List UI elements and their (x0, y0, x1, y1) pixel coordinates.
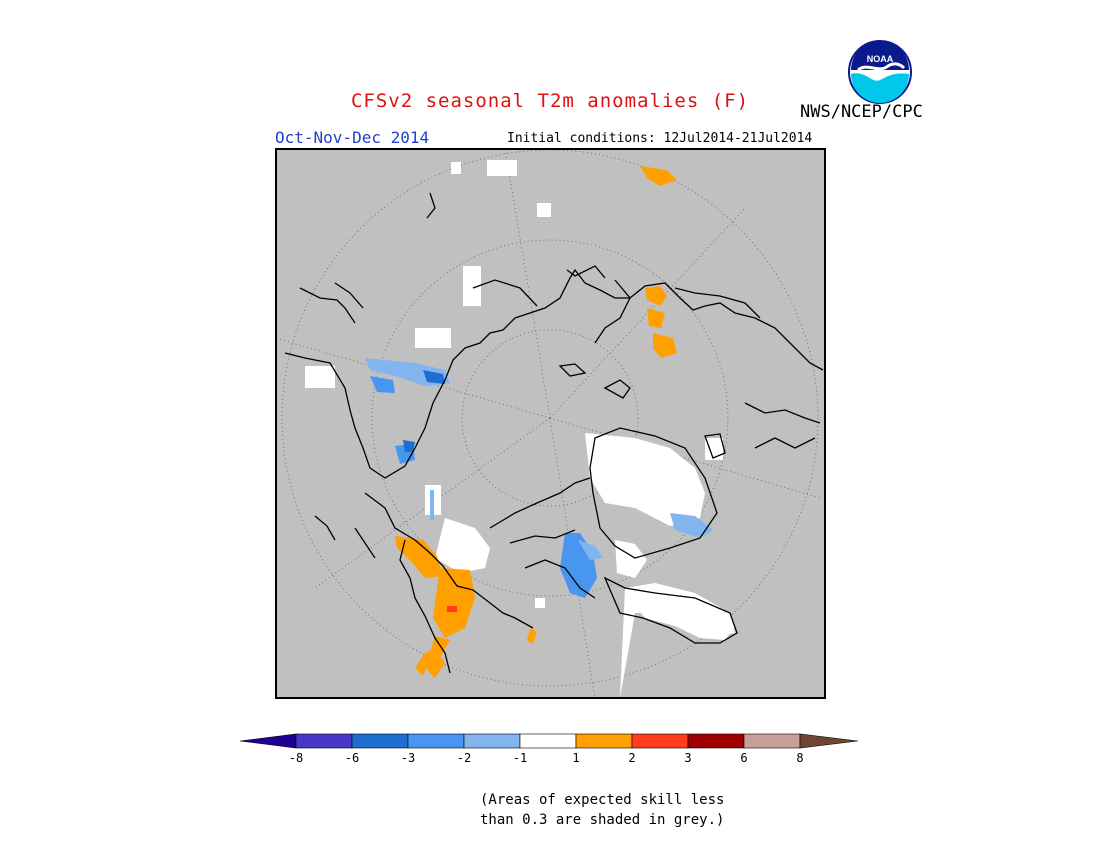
logo-text: NOAA (867, 54, 894, 64)
chart-title: CFSv2 seasonal T2m anomalies (F) (350, 90, 750, 112)
colorbar-bin-0 (239, 733, 297, 749)
warm-anomaly-areas (395, 166, 677, 678)
colorbar-bin-1 (295, 733, 353, 749)
colorbar-tick-label: 1 (572, 751, 579, 765)
noaa-logo: NOAA (848, 40, 912, 104)
footnote-line-2: than 0.3 are shaded in grey.) (480, 812, 725, 828)
colorbar-tick-label: -6 (345, 751, 359, 765)
colorbar-bin-10 (799, 733, 859, 749)
coastlines (284, 192, 824, 674)
colorbar-tick-label: -2 (457, 751, 471, 765)
colorbar-bin-2 (351, 733, 409, 749)
footnote-line-1: (Areas of expected skill less (480, 792, 725, 808)
colorbar-tick-label: 2 (628, 751, 635, 765)
colorbar-tick-label: 6 (740, 751, 747, 765)
colorbar-bin-9 (743, 733, 801, 749)
colorbar-tick-label: 3 (684, 751, 691, 765)
neutral-anomaly-areas (305, 160, 735, 698)
season-label: Oct-Nov-Dec 2014 (275, 128, 430, 147)
colorbar-tick-label: -8 (289, 751, 303, 765)
colorbar-bin-7 (631, 733, 689, 749)
initial-conditions-label: Initial conditions: 12Jul2014-21Jul2014 (507, 131, 813, 146)
map-background (275, 148, 826, 699)
colorbar-bin-6 (575, 733, 633, 749)
colorbar-bin-4 (463, 733, 521, 749)
agency-label: NWS/NCEP/CPC (800, 102, 923, 122)
graticule (275, 148, 821, 699)
colorbar-tick-label: -1 (513, 751, 527, 765)
colorbar-bin-8 (687, 733, 745, 749)
strong-warm-anomaly (447, 606, 457, 612)
colorbar-bin-3 (407, 733, 465, 749)
cold-anomaly-areas (365, 358, 713, 598)
colorbar-tick-label: 8 (796, 751, 803, 765)
colorbar-tick-label: -3 (401, 751, 415, 765)
colorbar-bins (239, 733, 859, 749)
colorbar-ticks: -8 -6 -3 -2 -1 1 2 3 6 8 (289, 751, 804, 765)
map-frame (275, 148, 826, 699)
polar-map (275, 148, 826, 699)
colorbar-bin-5 (519, 733, 577, 749)
colorbar: -8 -6 -3 -2 -1 1 2 3 6 8 (239, 733, 859, 765)
